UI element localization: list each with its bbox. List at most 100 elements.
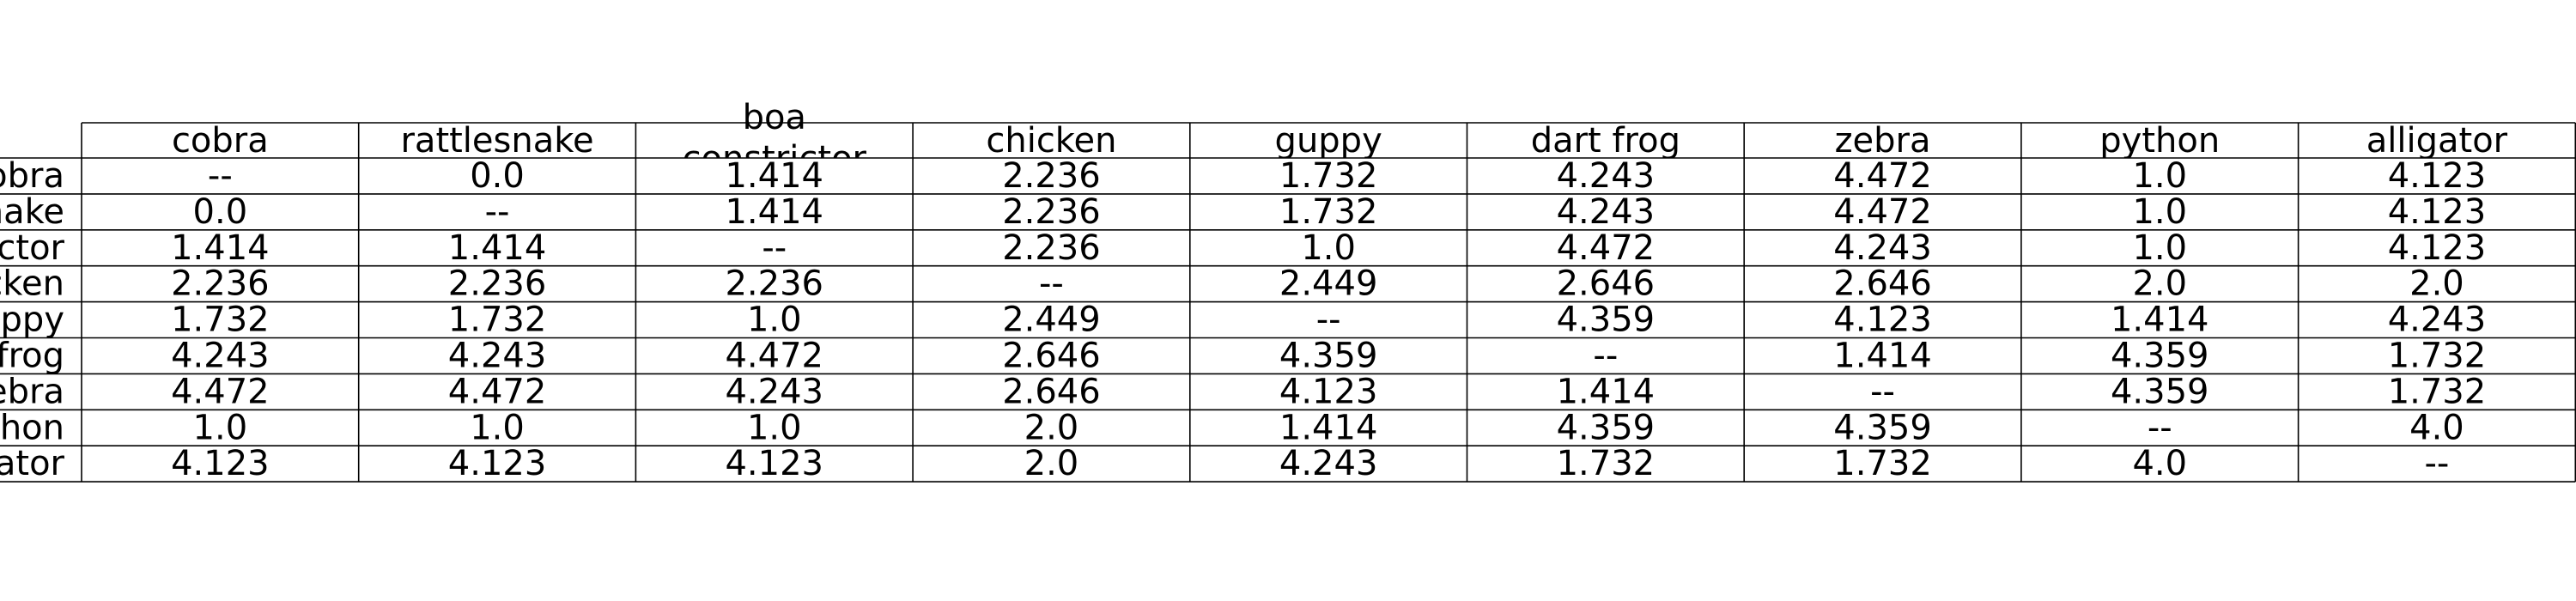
column-header: dart frog — [1531, 121, 1680, 161]
table-cell: 1.732 — [171, 300, 270, 340]
table-cell: -- — [1039, 264, 1064, 304]
column-header: cobra — [172, 121, 269, 161]
column-header: python — [2099, 121, 2220, 161]
table-cell: -- — [2425, 444, 2450, 483]
row-header: dart frog — [0, 337, 64, 376]
table-cell: 4.243 — [1279, 444, 1378, 483]
table-cell: 1.0 — [2132, 192, 2187, 232]
row-header: cobra — [0, 156, 64, 196]
table-cell: 1.732 — [1833, 444, 1932, 483]
table-cell: -- — [1316, 300, 1341, 340]
table-cell: 4.123 — [2388, 192, 2487, 232]
table-cell: 1.732 — [1279, 156, 1378, 196]
table-cell: 1.414 — [1833, 337, 1932, 376]
row-header: guppy — [0, 300, 64, 340]
table-cell: 0.0 — [193, 192, 248, 232]
table-cell: 4.359 — [2111, 337, 2209, 376]
table-cell: 4.472 — [725, 337, 823, 376]
table-cell: 4.123 — [1279, 372, 1378, 411]
table-cell: 4.243 — [1833, 228, 1932, 268]
table-cell: 4.123 — [1833, 300, 1932, 340]
table-cell: 4.359 — [2111, 372, 2209, 411]
table-cell: 2.0 — [1024, 444, 1079, 483]
table-cell: 2.236 — [171, 264, 270, 304]
table-cell: 4.0 — [2132, 444, 2187, 483]
table-cell: 1.414 — [725, 192, 823, 232]
table-cell: 4.123 — [2388, 228, 2487, 268]
table-cell: 4.243 — [171, 337, 270, 376]
table-cell: 2.0 — [2409, 264, 2464, 304]
table-cell: 2.646 — [1833, 264, 1932, 304]
table-cell: 1.0 — [193, 408, 248, 447]
table-cell: 4.243 — [1557, 156, 1656, 196]
table-cell: 2.0 — [2132, 264, 2187, 304]
table-cell: 4.0 — [2409, 408, 2464, 447]
table-cell: 4.243 — [2388, 300, 2487, 340]
table-cell: 1.414 — [725, 156, 823, 196]
table-cell: 4.243 — [448, 337, 547, 376]
table-cell: 2.646 — [1557, 264, 1656, 304]
table-cell: 1.0 — [747, 300, 802, 340]
table-cell: -- — [762, 228, 787, 268]
table-cell: 1.732 — [2388, 337, 2487, 376]
row-header: chicken — [0, 264, 64, 304]
table-cell: 2.236 — [725, 264, 823, 304]
table-cell: 1.732 — [1279, 192, 1378, 232]
table-cell: 4.472 — [1833, 156, 1932, 196]
table-cell: 4.472 — [448, 372, 547, 411]
table-cell: 4.123 — [2388, 156, 2487, 196]
row-header: zebra — [0, 372, 64, 411]
table-cell: 1.0 — [470, 408, 525, 447]
column-header: guppy — [1275, 121, 1382, 161]
table-cell: 2.236 — [1002, 192, 1101, 232]
table-cell: 1.414 — [448, 228, 547, 268]
table-cell: 4.359 — [1833, 408, 1932, 447]
table-cell: 1.0 — [2132, 228, 2187, 268]
column-header: boa constrictor — [683, 98, 867, 179]
row-header: python — [0, 408, 64, 447]
column-header: zebra — [1835, 121, 1931, 161]
table-cell: 2.236 — [1002, 156, 1101, 196]
table-cell: 0.0 — [470, 156, 525, 196]
column-header: rattlesnake — [400, 121, 593, 161]
row-header: rattlesnake — [0, 192, 64, 232]
table-cell: 4.123 — [448, 444, 547, 483]
table-cell: 1.732 — [2388, 372, 2487, 411]
table-cell: 1.414 — [1557, 372, 1656, 411]
table-cell: 4.472 — [171, 372, 270, 411]
table-cell: 4.472 — [1557, 228, 1656, 268]
table-cell: -- — [2148, 408, 2172, 447]
table-cell: 4.359 — [1279, 337, 1378, 376]
row-header: alligator — [0, 444, 65, 483]
table-cell: 1.414 — [1279, 408, 1378, 447]
table-cell: 2.449 — [1279, 264, 1378, 304]
table-cell: 2.646 — [1002, 372, 1101, 411]
column-header: chicken — [986, 121, 1116, 161]
table-cell: 1.0 — [1301, 228, 1356, 268]
table-cell: 2.236 — [1002, 228, 1101, 268]
table-cell: 4.123 — [725, 444, 823, 483]
table-cell: 1.732 — [1557, 444, 1656, 483]
table-cell: 4.243 — [1557, 192, 1656, 232]
table-cell: 4.243 — [725, 372, 823, 411]
column-header-line: constrictor — [683, 139, 867, 179]
table-cell: 4.359 — [1557, 408, 1656, 447]
table-cell: 2.236 — [448, 264, 547, 304]
table-cell: 1.732 — [448, 300, 547, 340]
table-cell: 4.359 — [1557, 300, 1656, 340]
table-cell: -- — [1593, 337, 1618, 376]
table-cell: 1.414 — [171, 228, 270, 268]
table-cell: 4.472 — [1833, 192, 1932, 232]
column-header: alligator — [2366, 121, 2508, 161]
table-cell: 1.0 — [747, 408, 802, 447]
table-cell: -- — [208, 156, 233, 196]
table-cell: 4.123 — [171, 444, 270, 483]
table-cell: -- — [1870, 372, 1895, 411]
table-cell: 1.0 — [2132, 156, 2187, 196]
column-header-line: boa — [743, 98, 806, 137]
table-cell: 2.646 — [1002, 337, 1101, 376]
table-cell: -- — [485, 192, 510, 232]
table-cell: 1.414 — [2111, 300, 2209, 340]
